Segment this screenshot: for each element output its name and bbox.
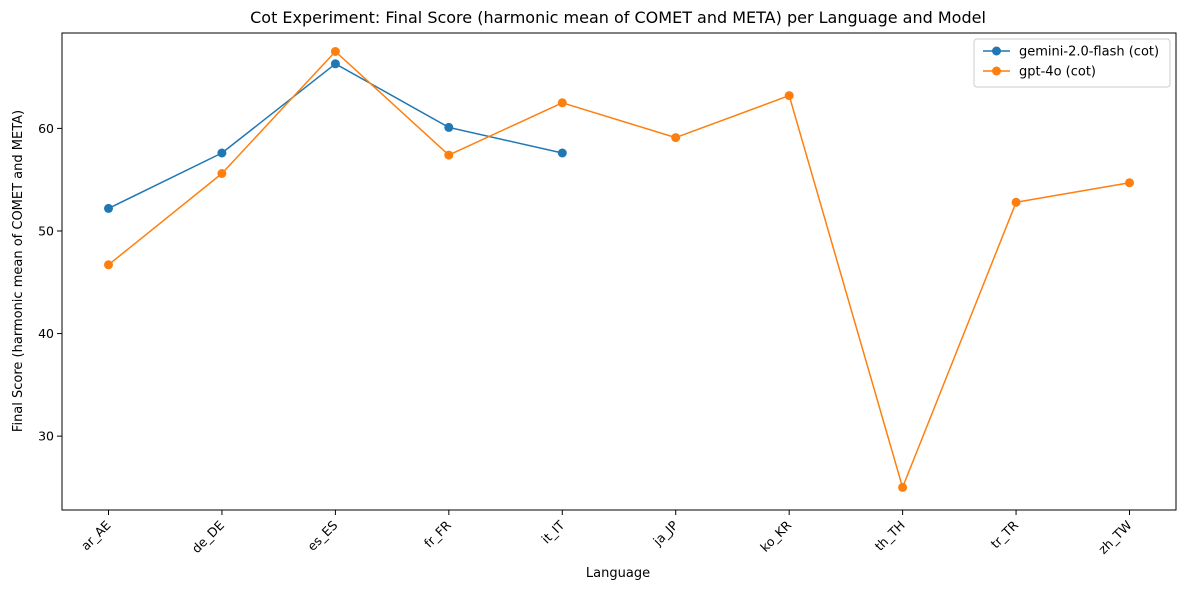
data-point: [104, 203, 113, 213]
data-point: [671, 133, 681, 143]
data-point: [444, 150, 454, 160]
chart-title: Cot Experiment: Final Score (harmonic me…: [250, 8, 986, 27]
legend-box: [973, 38, 1171, 88]
data-point: [444, 122, 454, 132]
legend-label-gemini: gemini-2.0-flash (cot): [1019, 45, 1159, 60]
legend-marker-gpt4o: [992, 66, 1001, 76]
y-axis-label: Final Score (harmonic mean of COMET and …: [11, 110, 26, 432]
y-tick-label: 30: [38, 429, 54, 444]
data-point: [217, 148, 227, 158]
data-point: [217, 169, 227, 178]
data-point: [1125, 178, 1134, 188]
legend-marker-gemini: [992, 46, 1001, 56]
legend-label-gpt4o: gpt-4o (cot): [1019, 65, 1096, 80]
plot-area: [61, 32, 1177, 511]
y-tick-label: 50: [38, 223, 54, 238]
y-tick-label: 40: [38, 326, 54, 341]
series-2: [104, 47, 1134, 492]
x-axis-label: Language: [586, 566, 650, 581]
data-point: [330, 59, 340, 69]
data-point: [557, 148, 567, 158]
series-1: [104, 59, 567, 213]
data-point: [898, 482, 908, 492]
data-point: [557, 98, 567, 108]
data-point: [1011, 197, 1021, 207]
y-tick-label: 60: [38, 121, 54, 136]
data-point: [784, 91, 794, 101]
series-line: [108, 50, 1130, 489]
y-axis: 30 40 50 60: [38, 121, 62, 444]
legend: gemini-2.0-flash (cot) gpt-4o (cot): [973, 38, 1171, 88]
series-layer: [104, 47, 1134, 492]
data-point: [104, 260, 113, 270]
data-point: [330, 47, 340, 56]
